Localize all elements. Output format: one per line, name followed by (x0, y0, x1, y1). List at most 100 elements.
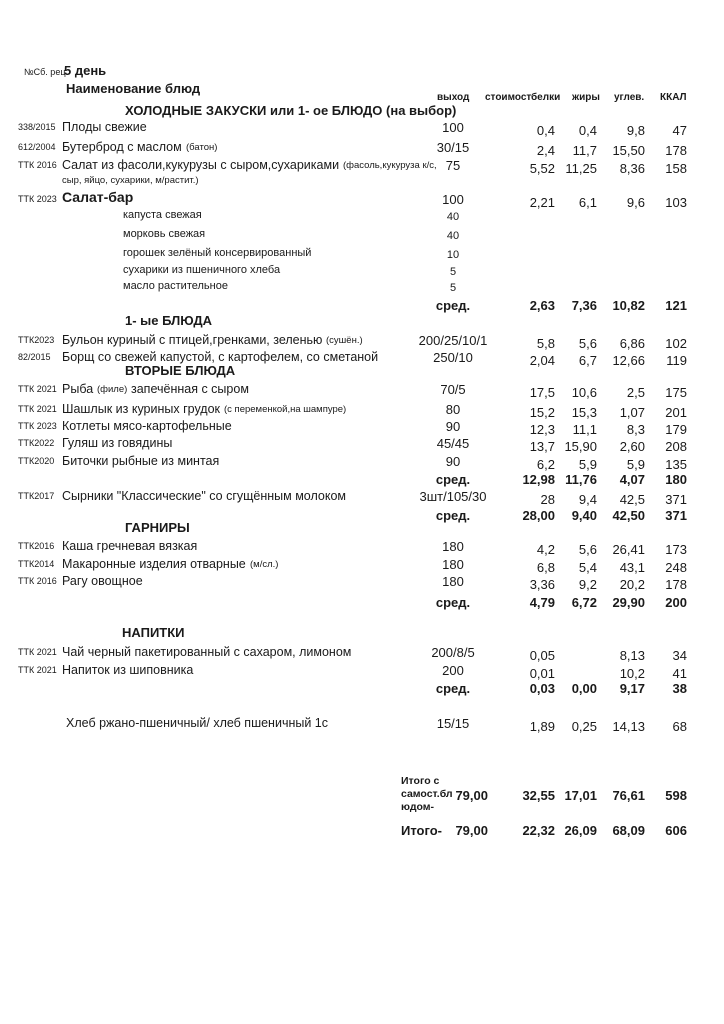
section-title: НАПИТКИ (122, 625, 185, 640)
carbs-value: 42,50 (612, 508, 645, 523)
dish-name: Макаронные изделия отварные (62, 557, 246, 571)
recipe-code: ТТК2016 (18, 541, 55, 551)
fat-value: 11,7 (572, 143, 597, 158)
column-header-protein: белки (531, 92, 561, 103)
yield-value: 45/45 (436, 436, 470, 451)
protein-value: 4,2 (536, 542, 555, 557)
protein-value: 5,8 (536, 336, 555, 351)
yield-value: 5 (449, 282, 457, 294)
dish-note: (с переменкой,на шампуре) (224, 404, 347, 415)
kcal-value: 178 (665, 143, 687, 158)
dish-name-continuation: запечённая с сыром (131, 382, 249, 396)
column-header-fat: жиры (572, 92, 600, 103)
recipe-code: ТТК 2023 (18, 421, 57, 431)
kcal-value: 175 (665, 385, 687, 400)
column-header-carbs: углев. (614, 92, 645, 103)
kcal-value: 102 (665, 336, 687, 351)
average-label: сред. (435, 595, 471, 610)
fat-value: 7,36 (571, 298, 597, 313)
protein-value: 15,2 (529, 405, 555, 420)
dish-note: (м/сл.) (250, 559, 279, 570)
recipe-code: ТТК2020 (18, 456, 55, 466)
fat-value: 9,2 (578, 577, 597, 592)
carbs-value: 10,82 (612, 298, 645, 313)
total-with-own-dish-label: Итого с самост.бл юдом- (401, 775, 453, 813)
recipe-code: ТТК2017 (18, 491, 55, 501)
yield-value: 200/25/10/1 (418, 333, 488, 348)
dish-note: (батон) (186, 142, 218, 153)
protein-value: 0,4 (536, 123, 555, 138)
recipe-number-label: №Сб. рец (24, 67, 66, 77)
dish-name: Бульон куриный с птицей,гренками, зелень… (62, 333, 323, 347)
fat-value: 0,25 (571, 719, 597, 734)
kcal-value: 179 (665, 422, 687, 437)
carbs-value: 29,90 (612, 595, 645, 610)
yield-value: 200 (442, 663, 464, 678)
carbs-value: 20,2 (619, 577, 645, 592)
carbs-value: 8,36 (619, 161, 645, 176)
protein-value: 28 (540, 492, 555, 507)
day-label: 5 день (64, 63, 107, 78)
kcal-value: 121 (665, 298, 687, 313)
section-title: ГАРНИРЫ (125, 520, 190, 535)
fat-value: 15,3 (571, 405, 597, 420)
kcal-value: 201 (665, 405, 687, 420)
protein-value: 6,2 (536, 457, 555, 472)
carbs-value: 68,09 (612, 823, 645, 838)
kcal-value: 68 (672, 719, 687, 734)
protein-value: 22,32 (522, 823, 555, 838)
fat-value: 9,40 (571, 508, 597, 523)
fat-value: 6,7 (578, 353, 597, 368)
recipe-code: ТТК 2023 (18, 194, 57, 204)
fat-value: 6,72 (571, 595, 597, 610)
dish-note: (фасоль,кукуруза к/с, (343, 160, 437, 171)
yield-value: 100 (442, 192, 464, 207)
average-label: сред. (435, 298, 471, 313)
fat-value: 15,90 (564, 439, 597, 454)
dish-name: Гуляш из говядины (62, 436, 173, 450)
yield-value: 70/5 (440, 382, 466, 397)
carbs-value: 12,66 (612, 353, 645, 368)
yield-value: 180 (442, 557, 464, 572)
carbs-value: 6,86 (619, 336, 645, 351)
yield-value: 180 (442, 574, 464, 589)
item-description-continuation: сыр, яйцо, сухарики, м/растит.) (62, 175, 199, 186)
fat-value: 0,00 (571, 681, 597, 696)
dish-name: Хлеб ржано-пшеничный/ хлеб пшеничный 1с (66, 716, 328, 730)
carbs-value: 43,1 (619, 560, 645, 575)
recipe-code: 82/2015 (18, 352, 51, 362)
kcal-value: 598 (665, 788, 687, 803)
protein-value: 0,01 (529, 666, 555, 681)
salad-bar-component: масло растительное (123, 280, 228, 292)
yield-value: 3шт/105/30 (419, 489, 487, 504)
recipe-code: ТТК 2016 (18, 576, 57, 586)
recipe-code: ТТК 2021 (18, 647, 57, 657)
recipe-code: ТТК 2021 (18, 404, 57, 414)
kcal-value: 200 (665, 595, 687, 610)
average-label: сред. (435, 508, 471, 523)
carbs-value: 26,41 (612, 542, 645, 557)
dish-note: (сушён.) (326, 335, 363, 346)
name-column-header: Наименование блюд (66, 81, 201, 96)
protein-value: 0,03 (529, 681, 555, 696)
kcal-value: 606 (665, 823, 687, 838)
protein-value: 1,89 (529, 719, 555, 734)
carbs-value: 76,61 (612, 788, 645, 803)
fat-value: 26,09 (564, 823, 597, 838)
protein-value: 0,05 (529, 648, 555, 663)
dish-name: Сырники "Классические" со сгущённым моло… (62, 489, 347, 503)
carbs-value: 2,60 (619, 439, 645, 454)
dish-name: Биточки рыбные из минтая (62, 454, 220, 468)
kcal-value: 47 (672, 123, 687, 138)
cost-value: 79,00 (455, 823, 488, 838)
recipe-code: ТТК 2016 (18, 160, 57, 170)
kcal-value: 208 (665, 439, 687, 454)
carbs-value: 9,6 (626, 195, 645, 210)
fat-value: 17,01 (564, 788, 597, 803)
protein-value: 12,98 (522, 472, 555, 487)
carbs-value: 9,8 (626, 123, 645, 138)
section-title: ХОЛОДНЫЕ ЗАКУСКИ или 1- ое БЛЮДО (на выб… (125, 103, 457, 118)
yield-value: 15/15 (436, 716, 470, 731)
dish-name: Шашлык из куриных грудок (62, 402, 221, 416)
dish-name: Котлеты мясо-картофельные (62, 419, 232, 433)
